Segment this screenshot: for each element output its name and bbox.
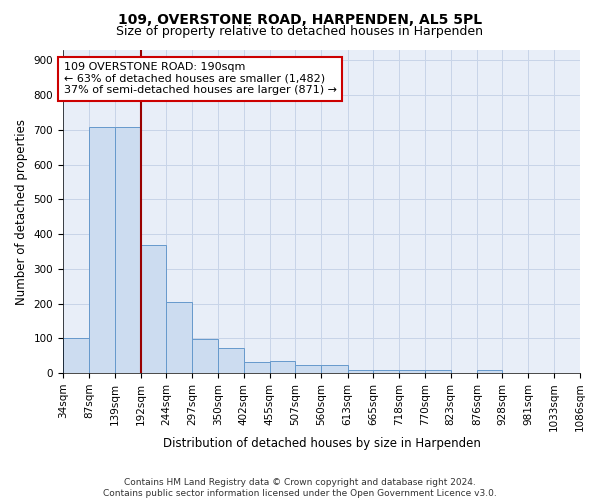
Bar [63, 338, 89, 373]
Bar [140, 244, 166, 373]
Bar [295, 366, 322, 373]
Bar [89, 128, 115, 373]
Text: 109, OVERSTONE ROAD, HARPENDEN, AL5 5PL: 109, OVERSTONE ROAD, HARPENDEN, AL5 5PL [118, 12, 482, 26]
Bar [322, 366, 347, 373]
Bar [192, 340, 218, 373]
Text: Size of property relative to detached houses in Harpenden: Size of property relative to detached ho… [116, 25, 484, 38]
Bar [425, 370, 451, 373]
Bar [166, 302, 192, 373]
Bar [347, 370, 373, 373]
Bar [244, 362, 270, 373]
Bar [270, 361, 295, 373]
Bar [477, 370, 502, 373]
Y-axis label: Number of detached properties: Number of detached properties [15, 118, 28, 304]
Bar [399, 370, 425, 373]
Bar [218, 348, 244, 373]
X-axis label: Distribution of detached houses by size in Harpenden: Distribution of detached houses by size … [163, 437, 481, 450]
Text: 109 OVERSTONE ROAD: 190sqm
← 63% of detached houses are smaller (1,482)
37% of s: 109 OVERSTONE ROAD: 190sqm ← 63% of deta… [64, 62, 337, 96]
Text: Contains HM Land Registry data © Crown copyright and database right 2024.
Contai: Contains HM Land Registry data © Crown c… [103, 478, 497, 498]
Bar [373, 370, 399, 373]
Bar [115, 128, 140, 373]
